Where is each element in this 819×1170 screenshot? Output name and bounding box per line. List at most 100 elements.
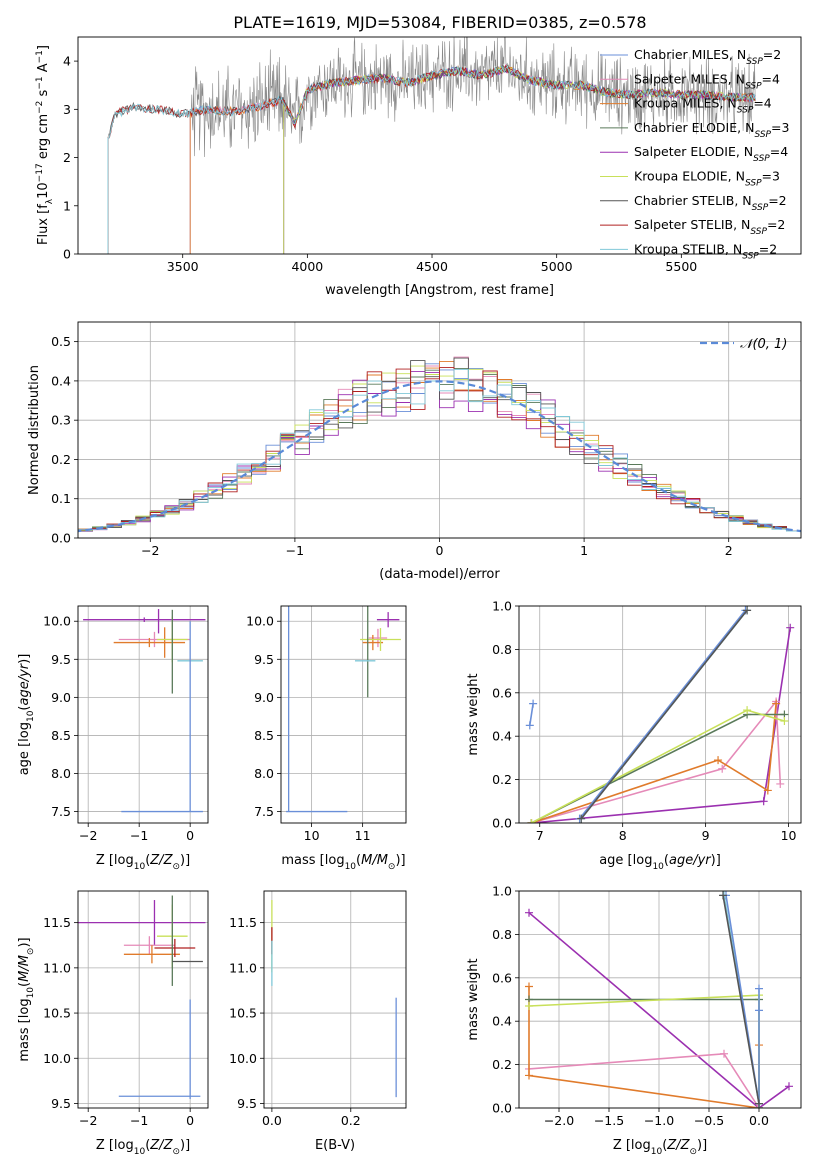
- observed-spectrum: [107, 37, 756, 254]
- weight-marker: [577, 814, 586, 823]
- model-spectrum: [107, 65, 756, 254]
- weight-marker: [743, 706, 752, 715]
- y-tick-label: 8.5: [254, 728, 274, 743]
- weight-marker: [527, 819, 536, 823]
- label-part: Z [log: [96, 853, 134, 868]
- label-part: )]: [180, 1138, 190, 1153]
- x-tick-label: 0: [186, 1113, 194, 1128]
- panel-mass_vs_EBV: 0.0 0.2 9.5 10.0 10.5 11.0 11.5 E(B-V): [229, 890, 407, 1153]
- panels: 3500 4000 4500 5000 5500 0 1 2 3 4 Chabrier MILES,…: [17, 36, 802, 1157]
- x-tick-label: 4500: [416, 259, 448, 274]
- y-tick-label: 8.0: [254, 766, 274, 781]
- x-axis-label: Z [log10(Z/Z⊙)]: [613, 1138, 707, 1157]
- y-tick-label: 0.6: [492, 685, 512, 700]
- x-tick-label: 0.2: [341, 1113, 361, 1128]
- data-point: [376, 612, 400, 628]
- label-part: 10: [134, 1147, 146, 1157]
- legend-label: Kroupa MILES, NSSP=4: [634, 96, 772, 116]
- weight-series: [531, 703, 777, 823]
- legend-label: Salpeter MILES, NSSP=4: [634, 71, 780, 91]
- y-tick-label: 8.5: [51, 728, 71, 743]
- x-tick-label: 8: [619, 828, 627, 843]
- weight-marker: [529, 699, 538, 708]
- y-tick-label: 1.0: [492, 599, 512, 614]
- data-point: [83, 617, 206, 622]
- weight-series: [531, 627, 791, 823]
- x-tick-label: −0.5: [694, 1113, 724, 1128]
- y-tick-label: 11.0: [43, 960, 71, 975]
- y-tick-label: 11.0: [229, 960, 257, 975]
- y-tick-label: 10.0: [43, 614, 71, 629]
- label-part: 10: [651, 1147, 663, 1157]
- legend-label-main: Chabrier STELIB, N: [634, 193, 752, 208]
- axes-frame: [518, 890, 802, 1109]
- label-part: 10: [26, 987, 36, 999]
- label-part: mass [log: [281, 853, 344, 868]
- y-tick-label: 8.0: [51, 766, 71, 781]
- x-tick-label: 3500: [167, 259, 199, 274]
- y-tick-label: 0.1: [51, 491, 71, 506]
- label-part: age/yr: [17, 662, 32, 705]
- x-tick-label: 10: [781, 828, 797, 843]
- label-part: ]: [36, 45, 51, 50]
- y-tick-label: 7.5: [254, 804, 274, 819]
- y-axis-label: Normed distribution: [27, 365, 42, 495]
- legend-label: 𝒩(0, 1): [740, 337, 787, 352]
- legend-label: Chabrier ELODIE, NSSP=3: [634, 120, 789, 140]
- label-part: (: [356, 853, 361, 868]
- axes-frame: [77, 605, 209, 824]
- weight-marker: [776, 779, 785, 788]
- label-part: )]: [180, 853, 190, 868]
- label-part: E(B-V): [315, 1138, 355, 1153]
- weight-marker: [780, 717, 789, 726]
- x-tick-label: 5500: [665, 259, 697, 274]
- label-part: Z/Z: [149, 853, 173, 868]
- label-part: ⊙: [689, 1147, 697, 1157]
- y-tick-label: 9.0: [254, 690, 274, 705]
- y-tick-label: 0.0: [492, 816, 512, 831]
- y-axis-label: Flux [fλ10−17 erg cm−2 s−1 A−1]: [35, 45, 55, 245]
- y-tick-label: 0.0: [51, 531, 71, 546]
- x-axis-label: (data-model)/error: [379, 567, 500, 582]
- plot-area-residuals: [78, 356, 801, 534]
- label-part: ⊙: [388, 862, 396, 872]
- y-tick-label: 0.5: [51, 334, 71, 349]
- legend-label-sub: SSP: [745, 81, 762, 91]
- label-part: )]: [17, 937, 32, 947]
- label-part: Z/Z: [149, 1138, 173, 1153]
- weight-marker: [755, 1006, 763, 1015]
- axes-frame: [280, 605, 407, 824]
- legend-label-sub: SSP: [745, 179, 762, 189]
- legend-label-sub: SSP: [754, 130, 771, 140]
- y-axis-label: mass [log10(M/M⊙)]: [17, 937, 36, 1061]
- normal-reference-curve: [78, 380, 801, 533]
- weight-marker: [772, 699, 781, 708]
- label-part: (: [17, 706, 32, 711]
- y-axis-label: age [log10(age/yr)]: [17, 654, 36, 776]
- weight-series: [578, 609, 747, 820]
- label-part: s: [36, 89, 51, 100]
- label-part: ⊙: [172, 862, 180, 872]
- weight-series: [580, 609, 748, 820]
- legend-label-main: Chabrier MILES, N: [634, 47, 746, 62]
- weight-marker: [759, 797, 768, 806]
- label-part: (: [145, 853, 150, 868]
- label-part: )]: [17, 654, 32, 664]
- x-tick-label: 1: [580, 543, 588, 558]
- legend-label-main: Salpeter ELODIE, N: [634, 144, 753, 159]
- legend-label-main: Kroupa MILES, N: [634, 96, 737, 111]
- weight-series: [531, 713, 785, 823]
- legend-label-tail: =4: [762, 71, 780, 86]
- figure-title: PLATE=1619, MJD=53084, FIBERID=0385, z=0…: [233, 13, 646, 32]
- x-axis-label: Z [log10(Z/Z⊙)]: [96, 853, 190, 872]
- x-tick-label: −2.0: [544, 1113, 574, 1128]
- legend: 𝒩(0, 1): [700, 337, 787, 352]
- plot-area-massweight_vs_age: [525, 606, 795, 823]
- y-tick-label: 0.3: [51, 413, 71, 428]
- legend-label-sub: SSP: [742, 251, 759, 261]
- y-tick-label: 7.5: [51, 804, 71, 819]
- data-point: [368, 628, 388, 648]
